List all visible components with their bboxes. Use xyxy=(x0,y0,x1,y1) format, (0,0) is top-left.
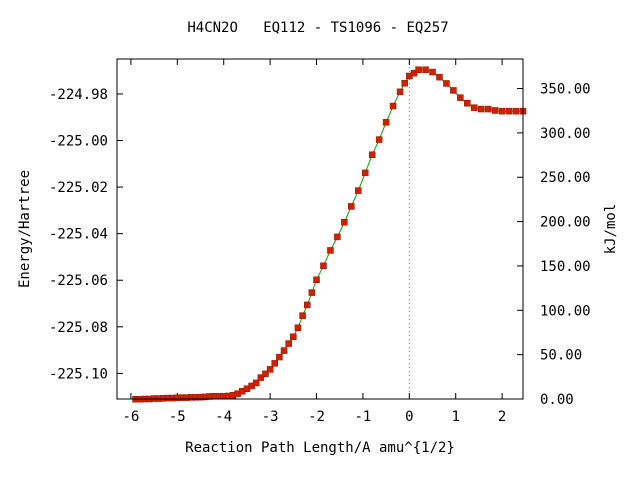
data-point xyxy=(512,107,520,115)
x-tick-label: 0 xyxy=(405,409,413,425)
data-point xyxy=(422,66,429,73)
data-point xyxy=(334,233,341,241)
y2-tick-label: 150.00 xyxy=(540,259,591,275)
data-point xyxy=(505,107,513,115)
x-tick-label: -4 xyxy=(215,409,232,425)
x-tick-label: -6 xyxy=(122,409,139,425)
data-point xyxy=(290,333,297,341)
data-point xyxy=(436,73,443,81)
y-tick-label: -224.98 xyxy=(49,87,108,103)
data-point xyxy=(280,347,288,354)
data-point xyxy=(464,99,471,107)
data-point xyxy=(294,324,302,331)
y2-tick-label: 300.00 xyxy=(540,126,591,142)
data-point xyxy=(320,262,327,270)
x-tick-label: 1 xyxy=(452,409,460,425)
y-tick-label: -225.00 xyxy=(49,134,108,150)
y2-tick-label: 50.00 xyxy=(540,348,582,364)
data-point xyxy=(389,102,397,110)
data-point xyxy=(361,169,369,177)
data-point xyxy=(429,68,436,76)
data-point xyxy=(257,374,265,381)
data-point xyxy=(341,218,348,226)
data-point xyxy=(484,105,492,113)
y-tick-label: -225.04 xyxy=(49,227,108,243)
plot-frame xyxy=(116,58,524,400)
y-axis-label: Energy/Hartree xyxy=(17,170,33,288)
y-tick-label: -225.10 xyxy=(49,366,108,382)
data-point xyxy=(396,88,404,96)
y2-tick-label: 250.00 xyxy=(540,170,591,186)
data-point xyxy=(276,353,283,361)
data-point xyxy=(262,370,269,378)
data-point xyxy=(375,136,383,143)
data-point xyxy=(457,94,464,101)
data-point xyxy=(303,301,311,309)
data-point xyxy=(299,312,306,319)
data-point xyxy=(498,107,506,115)
data-point xyxy=(271,360,279,367)
data-point xyxy=(410,69,418,77)
data-point xyxy=(327,247,334,254)
y-tick-label: -225.06 xyxy=(49,273,108,289)
data-point xyxy=(443,80,450,87)
data-point xyxy=(252,379,260,387)
data-point xyxy=(477,105,485,113)
data-point xyxy=(285,340,292,347)
x-tick-label: -3 xyxy=(262,409,279,425)
data-point xyxy=(471,104,478,111)
data-point xyxy=(266,366,274,373)
y-tick-label: -225.08 xyxy=(49,320,108,336)
data-point xyxy=(313,276,320,284)
data-point xyxy=(382,119,390,126)
data-point xyxy=(348,203,355,210)
series-line xyxy=(135,69,523,400)
y2-axis-label: kJ/mol xyxy=(603,204,619,255)
x-tick-label: 2 xyxy=(498,409,506,425)
x-axis-label: Reaction Path Length/A amu^{1/2} xyxy=(185,440,455,456)
x-tick-label: -5 xyxy=(169,409,186,425)
x-tick-label: -1 xyxy=(354,409,371,425)
data-point xyxy=(415,66,422,73)
y2-tick-label: 350.00 xyxy=(540,82,591,98)
data-point xyxy=(450,87,457,94)
y2-tick-label: 0.00 xyxy=(540,392,574,408)
data-point xyxy=(401,79,408,87)
data-point xyxy=(491,107,499,114)
data-point xyxy=(308,289,316,296)
y-tick-label: -225.02 xyxy=(49,180,108,196)
y2-tick-label: 200.00 xyxy=(540,215,591,231)
y2-tick-label: 100.00 xyxy=(540,303,591,319)
x-tick-label: -2 xyxy=(308,409,325,425)
chart-title: H4CN2O EQ112 - TS1096 - EQ257 xyxy=(187,20,448,36)
data-point xyxy=(368,151,376,158)
data-point xyxy=(355,187,362,194)
